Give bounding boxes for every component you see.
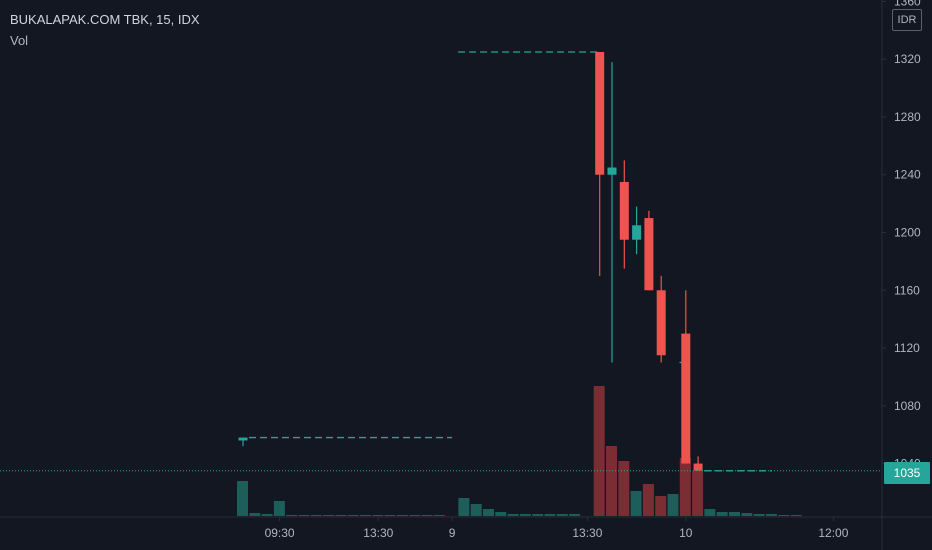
volume-bar [519, 514, 531, 516]
chart-legend: BUKALAPAK.COM TBK, 15, IDX Vol [10, 9, 200, 51]
y-tick-label: 1280 [894, 110, 921, 124]
volume-bar [507, 514, 519, 516]
volume-bar [360, 515, 371, 516]
volume-bar [593, 386, 605, 516]
x-tick-label: 09:30 [265, 526, 295, 540]
currency-badge[interactable]: IDR [892, 9, 922, 31]
volume-bar [323, 515, 335, 516]
x-tick-label: 10 [679, 526, 693, 540]
volume-bar [347, 515, 359, 516]
volume-bar [679, 458, 691, 516]
volume-bar [618, 461, 630, 516]
volume-bar [778, 515, 790, 516]
volume-bar [667, 494, 679, 516]
y-tick-label: 1360 [894, 0, 921, 8]
y-tick-label: 1160 [894, 283, 920, 297]
x-tick-label: 12:00 [818, 526, 848, 540]
volume-bar [544, 514, 556, 516]
volume-bar [458, 498, 470, 516]
volume-bar [606, 446, 617, 516]
symbol-title[interactable]: BUKALAPAK.COM TBK, 15, IDX [10, 12, 200, 27]
volume-bar [704, 509, 716, 516]
volume-layer [237, 386, 802, 516]
candle-body [607, 167, 617, 175]
volume-bar [470, 504, 482, 516]
volume-bar [310, 515, 322, 516]
y-tick-label: 1080 [894, 399, 921, 413]
candle-body [644, 218, 654, 291]
candles-layer [238, 51, 703, 471]
candle-body [595, 51, 605, 175]
volume-bar [483, 509, 494, 516]
volume-bar [237, 481, 248, 516]
y-tick-label: 1240 [894, 168, 921, 182]
volume-bar [384, 515, 396, 516]
volume-bar [753, 514, 765, 516]
volume-bar [729, 512, 740, 516]
volume-bar [790, 515, 802, 516]
candle-body [238, 437, 248, 441]
volume-bar [765, 514, 777, 516]
y-tick-label: 1200 [894, 226, 921, 240]
x-tick-label: 13:30 [363, 526, 393, 540]
y-tick-label: 1120 [894, 341, 920, 355]
volume-bar [372, 515, 384, 516]
volume-bar [261, 514, 273, 516]
volume-bar [655, 496, 667, 516]
y-tick-label: 1320 [894, 52, 921, 66]
x-tick-label: 13:30 [572, 526, 602, 540]
candle-body [693, 463, 703, 471]
level-dashes-layer [249, 51, 772, 472]
volume-label[interactable]: Vol [10, 33, 29, 48]
candle-body [632, 225, 642, 240]
volume-bar [630, 491, 642, 516]
volume-bar [396, 515, 408, 516]
candle-body [656, 290, 666, 356]
volume-bar [556, 514, 568, 516]
volume-bar [335, 515, 347, 516]
volume-bar [642, 484, 654, 516]
volume-bar [249, 513, 261, 516]
volume-bar [569, 514, 581, 516]
volume-bar [741, 513, 753, 516]
volume-bar [692, 471, 704, 516]
volume-bar [421, 515, 433, 516]
volume-bar [298, 515, 310, 516]
volume-bar [433, 515, 445, 516]
volume-bar [532, 514, 544, 516]
candle-body [619, 181, 629, 240]
candle-body [681, 333, 691, 464]
volume-bar [716, 512, 728, 516]
volume-bar [409, 515, 421, 516]
volume-bar [286, 515, 298, 516]
volume-bar [495, 512, 507, 516]
volume-bar [273, 501, 285, 516]
x-tick-label: 9 [449, 526, 456, 540]
last-price-tag: 1035 [884, 462, 930, 484]
